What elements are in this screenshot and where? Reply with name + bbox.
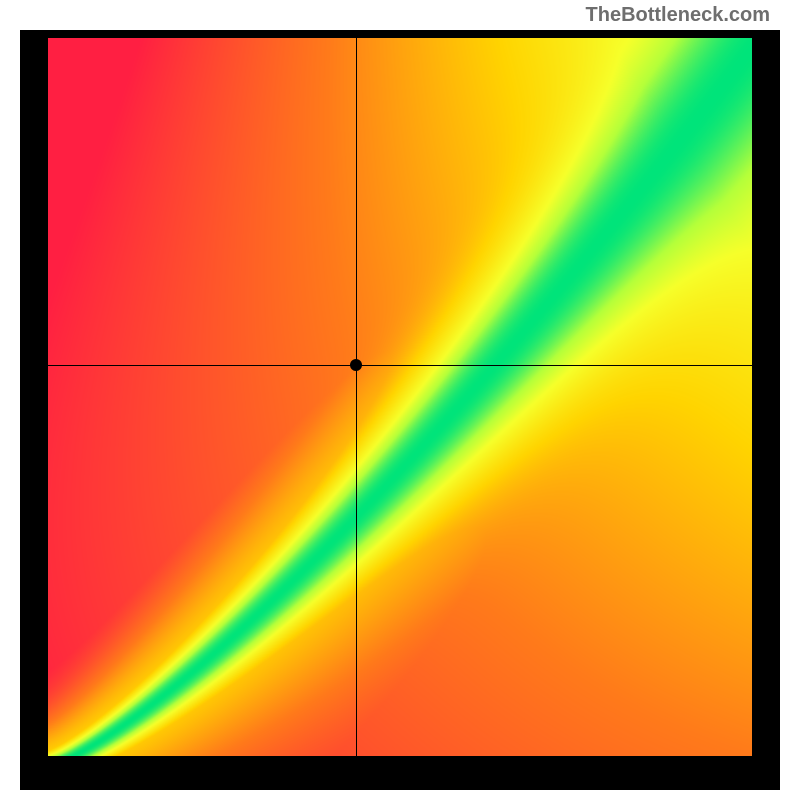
- heatmap-canvas: [48, 38, 752, 756]
- crosshair-marker: [350, 359, 362, 371]
- crosshair-horizontal: [48, 365, 752, 366]
- crosshair-vertical: [356, 38, 357, 756]
- watermark-text: TheBottleneck.com: [586, 4, 770, 27]
- outer-frame: [20, 30, 780, 790]
- figure-container: TheBottleneck.com: [0, 0, 800, 800]
